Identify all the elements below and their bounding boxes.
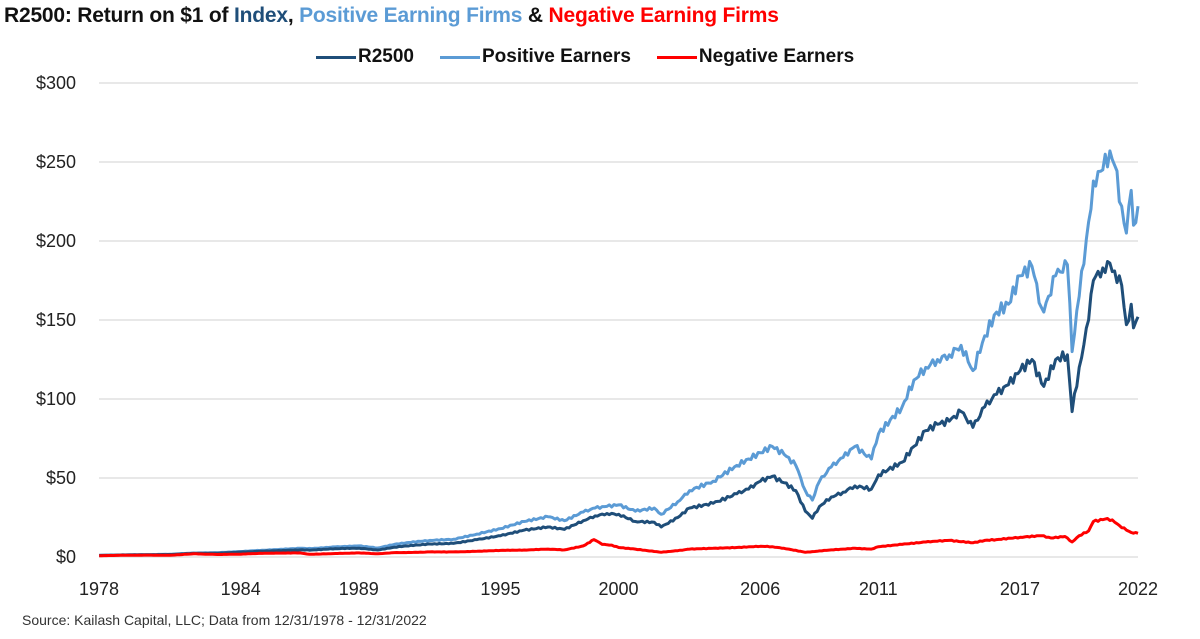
legend-label-negative: Negative Earners: [698, 46, 855, 67]
y-tick-label: $150: [36, 310, 76, 330]
x-tick-label: 2006: [740, 579, 780, 599]
series-line-negative-earners: [99, 517, 1139, 558]
x-tick-label: 1989: [339, 579, 379, 599]
gridlines: [99, 82, 1138, 558]
legend-item-negative: Negative Earners: [656, 46, 855, 68]
legend-item-positive: Positive Earners: [440, 46, 631, 68]
legend-swatch-positive: [440, 55, 480, 59]
x-axis-ticks: 1978 1984 1989 1995 2000 2006 2011 2017 2022: [79, 579, 1158, 599]
y-tick-label: $250: [36, 152, 76, 172]
x-tick-label: 1978: [79, 579, 119, 599]
legend-item-r2500: R2500: [316, 46, 414, 68]
series-line-positive-earners: [99, 149, 1140, 557]
title-prefix: R2500: Return on $1 of: [4, 4, 234, 27]
series-lines: [99, 149, 1140, 558]
chart-title: R2500: Return on $1 of Index, Positive E…: [4, 4, 779, 28]
x-tick-label: 1995: [480, 579, 520, 599]
x-tick-label: 2000: [598, 579, 638, 599]
series-line-r2500: [99, 260, 1140, 557]
title-sep-1: ,: [287, 4, 300, 27]
y-tick-label: $0: [56, 547, 76, 567]
legend-label-positive: Positive Earners: [482, 46, 631, 67]
y-tick-label: $300: [36, 73, 76, 93]
legend-swatch-negative: [656, 55, 697, 59]
title-positive: Positive Earning Firms: [299, 4, 523, 27]
x-tick-label: 2011: [859, 579, 898, 599]
title-sep-2: &: [522, 4, 549, 27]
y-tick-label: $100: [36, 389, 76, 409]
chart-legend: R2500 Positive Earners Negative Earners: [316, 46, 854, 68]
title-index: Index: [233, 4, 288, 27]
y-axis-ticks: $0 $50 $100 $150 $200 $250 $300: [36, 73, 76, 567]
x-tick-label: 2022: [1118, 579, 1158, 599]
x-tick-label: 2017: [1000, 579, 1040, 599]
source-note: Source: Kailash Capital, LLC; Data from …: [22, 612, 427, 628]
y-tick-label: $200: [36, 231, 76, 251]
legend-swatch-r2500: [316, 55, 356, 59]
legend-label-r2500: R2500: [358, 46, 414, 67]
x-tick-label: 1984: [221, 579, 261, 599]
y-tick-label: $50: [46, 468, 76, 488]
title-negative: Negative Earning Firms: [548, 4, 779, 27]
